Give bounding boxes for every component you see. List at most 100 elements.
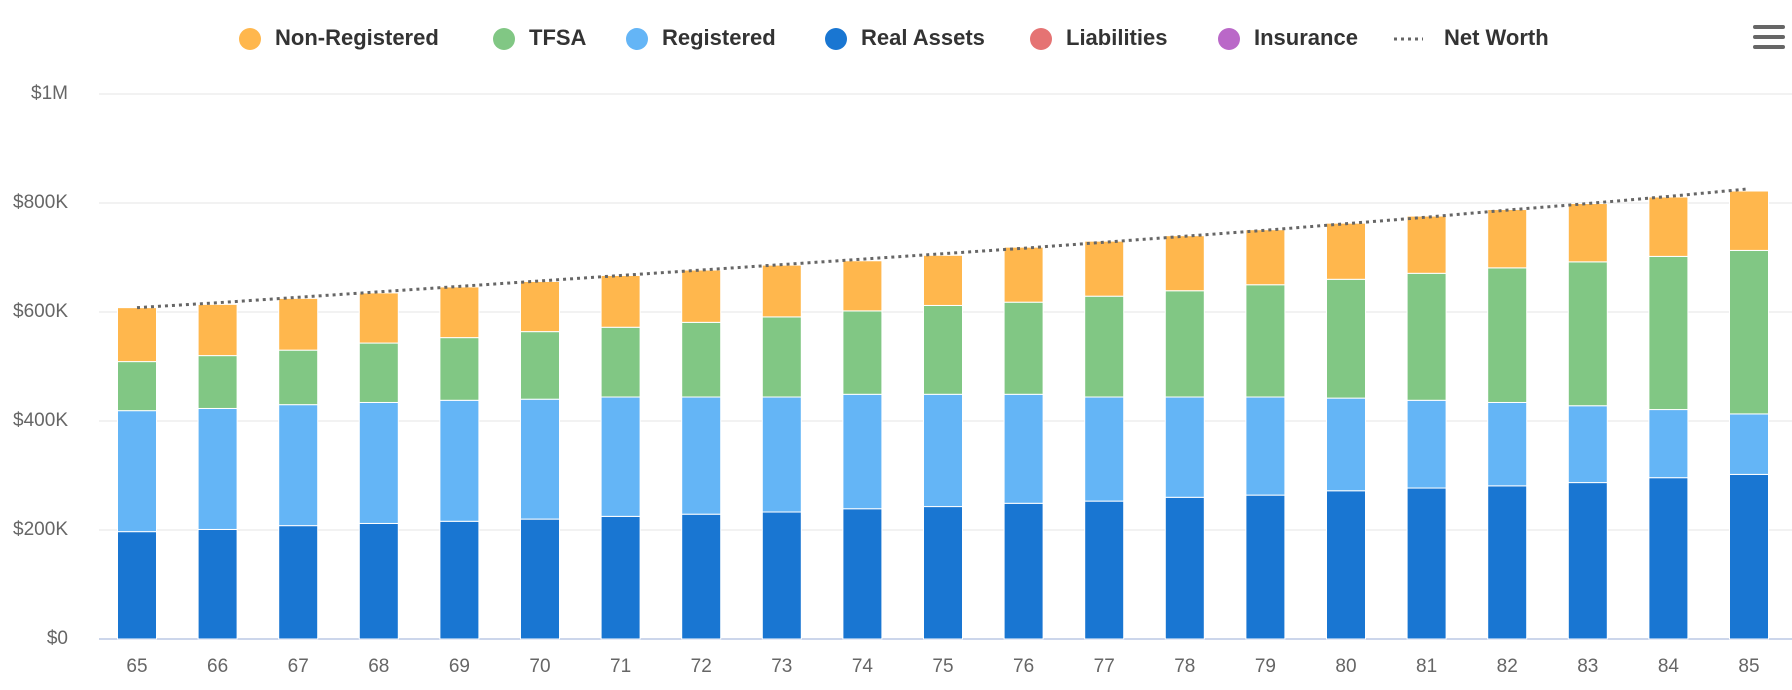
- bar-segment: [1164, 235, 1205, 292]
- bar-segment: [117, 361, 157, 412]
- x-tick-label: 78: [1174, 656, 1195, 677]
- legend-symbol[interactable]: [493, 28, 515, 50]
- x-tick-label: 74: [852, 656, 874, 677]
- bar-segment: [1084, 240, 1125, 297]
- legend-label[interactable]: Real Assets: [861, 25, 985, 50]
- legend-label[interactable]: Net Worth: [1444, 25, 1549, 50]
- bar-segment: [1729, 413, 1769, 475]
- legend-symbol[interactable]: [626, 28, 648, 50]
- x-tick-label: 69: [449, 656, 470, 677]
- bar-segment: [681, 513, 722, 640]
- bar-segment: [1567, 405, 1608, 484]
- bar-segment: [358, 522, 399, 640]
- bar-segment: [1164, 396, 1205, 498]
- legend-label[interactable]: Insurance: [1254, 25, 1358, 50]
- bar-segment: [1084, 500, 1125, 640]
- legend-symbol[interactable]: [239, 28, 261, 50]
- x-tick-label: 79: [1255, 656, 1276, 677]
- bar-segment: [1003, 301, 1044, 395]
- bar-segment: [117, 307, 157, 363]
- bar-segment: [1326, 397, 1366, 492]
- bar-segment: [600, 274, 641, 328]
- bar-segment: [1729, 249, 1769, 415]
- bar-segment: [278, 525, 319, 640]
- bar-segment: [358, 292, 399, 344]
- x-tick-label: 83: [1577, 656, 1598, 677]
- bar-segment: [1245, 284, 1286, 398]
- bar-segment: [1406, 272, 1447, 401]
- legend-symbol[interactable]: [825, 28, 847, 50]
- bar-segment: [1729, 190, 1769, 251]
- bar-segment: [197, 355, 238, 409]
- bar-segment: [923, 506, 963, 640]
- bar-segment: [1245, 396, 1286, 496]
- bar-segment: [761, 511, 802, 640]
- x-tick-label: 73: [771, 656, 792, 677]
- menu-bar: [1753, 25, 1785, 29]
- x-tick-label: 85: [1738, 656, 1759, 677]
- bar-segment: [923, 393, 963, 508]
- legend-symbol[interactable]: [1030, 28, 1052, 50]
- bar-segment: [761, 264, 802, 318]
- bar-segment: [358, 401, 399, 524]
- bar-segment: [1003, 246, 1044, 303]
- legend-label[interactable]: Registered: [662, 25, 776, 50]
- bar-segment: [600, 396, 641, 517]
- x-tick-label: 81: [1416, 656, 1437, 677]
- bar-segment: [1567, 261, 1608, 407]
- bar-segment: [923, 304, 963, 395]
- bar-segment: [520, 331, 560, 400]
- x-tick-label: 71: [610, 656, 631, 677]
- bar-segment: [842, 508, 883, 640]
- bar-segment: [197, 528, 238, 640]
- net-worth-line: [136, 187, 1750, 310]
- bar-segment: [197, 303, 238, 357]
- bar-segment: [1003, 502, 1044, 640]
- x-tick-label: 67: [288, 656, 309, 677]
- bar-segment: [1487, 485, 1528, 640]
- bar-segment: [197, 407, 238, 530]
- y-tick-label: $400K: [13, 410, 68, 431]
- bar-segment: [1245, 229, 1286, 286]
- legend-label[interactable]: Non-Registered: [275, 25, 439, 50]
- legend-symbol[interactable]: [1218, 28, 1240, 50]
- bar-segment: [1567, 203, 1608, 263]
- bar-segment: [1648, 477, 1689, 640]
- bar-segment: [117, 410, 157, 533]
- y-tick-label: $600K: [13, 301, 68, 322]
- bar-segment: [358, 342, 399, 403]
- x-tick-label: 84: [1658, 656, 1680, 677]
- bar-segment: [1245, 494, 1286, 640]
- bar-segment: [1406, 215, 1447, 274]
- bar-segment: [1648, 409, 1689, 479]
- y-tick-label: $200K: [13, 519, 68, 540]
- bar-segment: [1084, 295, 1125, 398]
- bar-segment: [1164, 290, 1205, 398]
- x-tick-label: 65: [126, 656, 147, 677]
- bar-segment: [520, 280, 560, 333]
- bar-segment: [278, 297, 319, 351]
- bar-segment: [923, 254, 963, 306]
- bar-segment: [1406, 487, 1447, 640]
- bar-segment: [520, 518, 560, 640]
- bar-segment: [600, 326, 641, 398]
- x-tick-label: 66: [207, 656, 228, 677]
- bar-segment: [439, 286, 480, 339]
- bar-segment: [278, 349, 319, 406]
- x-tick-label: 72: [691, 656, 712, 677]
- x-tick-label: 82: [1497, 656, 1518, 677]
- bar-segment: [278, 404, 319, 527]
- menu-button[interactable]: [1753, 25, 1785, 49]
- x-tick-label: 70: [529, 656, 550, 677]
- bar-segment: [1648, 196, 1689, 257]
- bar-segment: [1003, 393, 1044, 504]
- bar-segment: [761, 396, 802, 513]
- bar-segment: [1487, 209, 1528, 269]
- legend-label[interactable]: Liabilities: [1066, 25, 1167, 50]
- bar-segment: [1326, 222, 1366, 280]
- bar-segment: [681, 321, 722, 398]
- bar-segment: [1084, 396, 1125, 502]
- y-tick-label: $0: [47, 628, 68, 649]
- y-tick-label: $1M: [31, 83, 68, 104]
- legend-label[interactable]: TFSA: [529, 25, 587, 50]
